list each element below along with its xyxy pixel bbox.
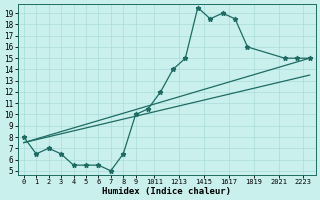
X-axis label: Humidex (Indice chaleur): Humidex (Indice chaleur) [102, 187, 231, 196]
